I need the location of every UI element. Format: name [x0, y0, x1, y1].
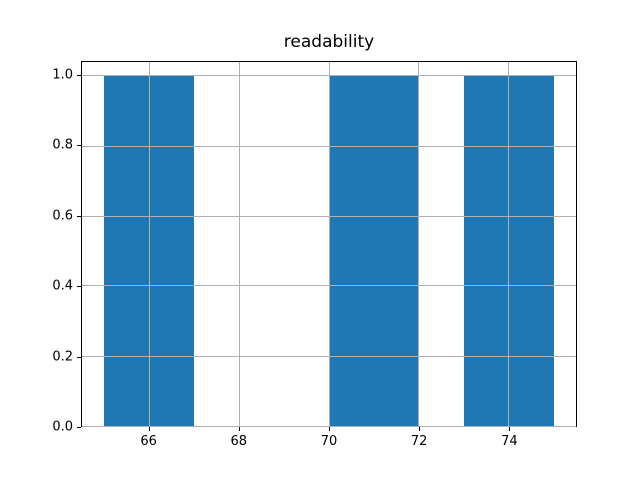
x-tick-mark: [148, 427, 150, 431]
gridline-vertical: [328, 62, 330, 426]
y-tick-mark: [77, 286, 81, 288]
gridline-vertical: [148, 62, 150, 426]
x-tick-label: 74: [501, 434, 518, 449]
chart-title: readability: [283, 32, 375, 52]
y-tick-label: 0.6: [52, 208, 73, 224]
gridline-horizontal: [82, 215, 576, 217]
gridline-horizontal: [82, 425, 576, 427]
gridline-vertical: [238, 62, 240, 426]
x-tick-mark: [419, 427, 421, 431]
y-tick-mark: [77, 427, 81, 428]
x-tick-mark: [238, 427, 240, 431]
x-tick-mark: [329, 427, 330, 431]
histogram-bar: [329, 76, 419, 426]
grid-layer: [82, 62, 576, 427]
x-tick-mark: [509, 427, 511, 431]
gridline-horizontal: [82, 75, 576, 77]
y-tick-mark: [77, 215, 81, 217]
y-tick-mark: [77, 356, 81, 358]
gridline-horizontal: [82, 145, 576, 147]
y-tick-mark: [77, 145, 81, 147]
x-tick-label: 66: [140, 434, 157, 449]
x-tick-label: 72: [410, 434, 428, 449]
y-tick-label: 0.8: [52, 137, 73, 153]
x-tick-label: 68: [230, 434, 248, 449]
gridline-vertical: [508, 62, 510, 426]
x-tick-label: 70: [320, 434, 338, 449]
gridline-horizontal: [82, 355, 576, 357]
y-tick-label: 1.0: [52, 67, 73, 83]
y-tick-label: 0.0: [52, 419, 73, 435]
plot-area: [81, 61, 577, 427]
gridline-horizontal: [82, 285, 576, 287]
y-tick-label: 0.4: [52, 278, 73, 294]
y-tick-label: 0.2: [52, 349, 73, 365]
y-tick-mark: [77, 75, 81, 77]
gridline-vertical: [418, 62, 420, 426]
